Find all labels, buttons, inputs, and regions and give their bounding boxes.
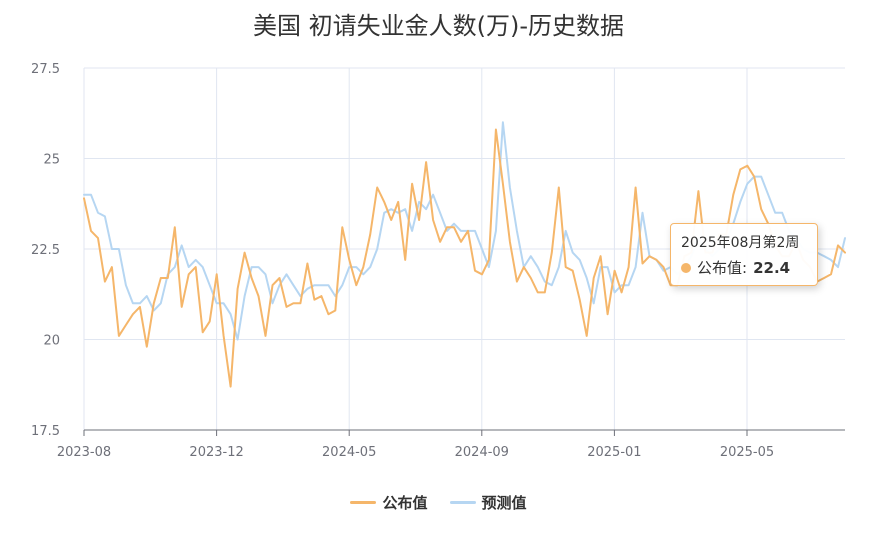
grid-lines [83, 67, 845, 436]
y-tick-label: 22.5 [31, 243, 60, 258]
legend-line-icon [350, 501, 377, 504]
y-tick-label: 20 [43, 334, 60, 349]
x-tick-label: 2023-12 [189, 445, 243, 460]
legend-label: 预测值 [481, 494, 527, 512]
tooltip-series-name: 公布值 [697, 259, 743, 277]
legend-item-forecast[interactable]: 预测值 [449, 492, 527, 513]
y-tick-label: 17.5 [31, 424, 60, 439]
legend-line-icon [449, 501, 476, 504]
tooltip: 2025年08月第2周 公布值 : 22.4 [670, 223, 818, 286]
x-tick-label: 2023-08 [57, 445, 111, 460]
axis-labels: 27.5 25 22.5 20 17.5 2023-08 2023-12 2024-05 202… [31, 62, 774, 460]
tooltip-title: 2025年08月第2周 [681, 235, 800, 251]
x-tick-label: 2025-01 [587, 445, 641, 460]
tooltip-value: 22.4 [753, 258, 791, 277]
x-tick-label: 2024-09 [455, 445, 509, 460]
series-dot-icon [681, 262, 691, 273]
x-tick-label: 2024-05 [322, 445, 376, 460]
y-tick-label: 27.5 [31, 62, 60, 77]
x-tick-label: 2025-05 [720, 445, 774, 460]
y-tick-label: 25 [43, 153, 60, 168]
tooltip-row: 公布值 : 22.4 [681, 257, 807, 278]
tooltip-separator: : [742, 258, 748, 277]
legend: 公布值 预测值 [0, 492, 877, 513]
legend-label: 公布值 [382, 494, 428, 512]
chart-title: 美国 初请失业金人数(万)-历史数据 [252, 12, 624, 40]
legend-item-published[interactable]: 公布值 [350, 492, 428, 513]
